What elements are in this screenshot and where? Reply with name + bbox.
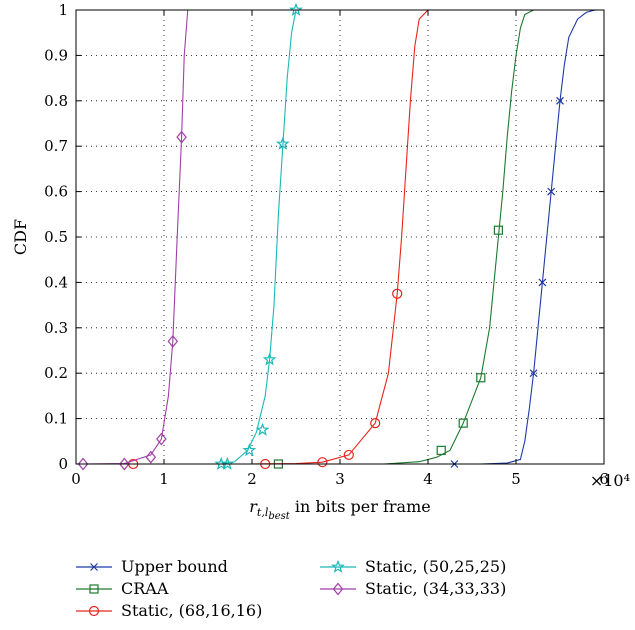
data-point-marker [145,450,157,464]
legend-item: Upper bound [76,557,228,576]
data-point-marker [119,457,130,471]
data-point-marker [262,352,277,366]
legend-marker [88,605,100,617]
series-line [83,9,189,465]
x-axis-label-sub2: best [268,511,290,522]
data-point-marker [317,457,328,468]
data-point-marker [220,456,235,470]
series-3 [214,2,303,470]
legend-marker [331,559,345,573]
series-line [221,9,297,465]
legend-item: Static, (68,16,16) [76,601,262,620]
x-axis-label: rt,lbest in bits per frame [249,497,430,522]
series-2 [128,9,429,470]
data-point-marker [156,432,167,446]
data-point-marker [255,422,270,436]
legend: Upper bound CRAA Static, (68,16,16) Static,… [76,557,506,620]
x-tick-label: 1 [159,470,169,488]
legend-label: Static, (50,25,25) [365,557,506,576]
x-tick-label: 0 [71,470,81,488]
series-4 [77,9,189,471]
y-tick-label: 1 [58,1,68,19]
x-tick-label: 6 [599,470,609,488]
data-point-marker [538,278,547,287]
x-tick-label: 3 [335,470,345,488]
legend-marker [89,584,99,594]
series-1 [273,9,534,469]
x-tick-label: 4 [423,470,433,488]
y-tick-label: 0.2 [44,364,68,382]
legend-marker [90,563,98,571]
data-point-marker [77,457,89,471]
data-point-marker [436,445,446,455]
series-line [133,9,429,465]
y-tick-label: 0.1 [44,410,68,428]
legend-marker [332,582,344,596]
data-point-marker [176,130,187,144]
series-line [454,9,596,465]
data-point-marker [289,2,303,16]
data-point-marker [493,225,503,235]
data-point-marker [556,96,564,105]
data-point-marker [343,449,354,461]
data-point-marker [392,288,403,299]
axis-ticks: 0 1 2 3 4 5 6 0 0.1 0.2 0.3 0.4 0.5 0.6 0.7 0.8 0.9 1 [44,1,609,488]
y-tick-label: 0 [58,455,68,473]
y-tick-label: 0.3 [44,319,68,337]
data-point-marker [275,136,290,150]
data-point-marker [167,334,179,348]
legend-label: Static, (68,16,16) [121,601,262,620]
y-tick-label: 0.5 [44,228,68,246]
legend-item: CRAA [76,579,169,598]
legend-label: CRAA [121,579,169,598]
x-axis-multiplier: ×10⁴ [590,471,630,490]
legend-label: Upper bound [121,557,228,576]
y-tick-label: 0.9 [44,46,68,64]
y-axis-label: CDF [11,219,30,255]
data-point-marker [370,418,381,429]
data-point-marker [547,187,556,196]
y-tick-label: 0.4 [44,273,68,291]
x-tick-label: 2 [247,470,257,488]
data-point-marker [476,373,486,383]
y-tick-label: 0.6 [44,183,68,201]
data-point-marker [242,443,257,457]
series-0 [450,9,596,468]
x-tick-label: 5 [511,470,521,488]
legend-label: Static, (34,33,33) [365,579,506,598]
legend-item: Static, (34,33,33) [320,579,506,598]
data-point-marker [458,418,468,428]
grid-lines [76,10,604,464]
y-tick-label: 0.7 [44,137,68,155]
y-tick-label: 0.8 [44,92,68,110]
data-point-marker [529,369,538,378]
legend-item: Static, (50,25,25) [320,557,506,576]
series-layer [77,2,596,471]
